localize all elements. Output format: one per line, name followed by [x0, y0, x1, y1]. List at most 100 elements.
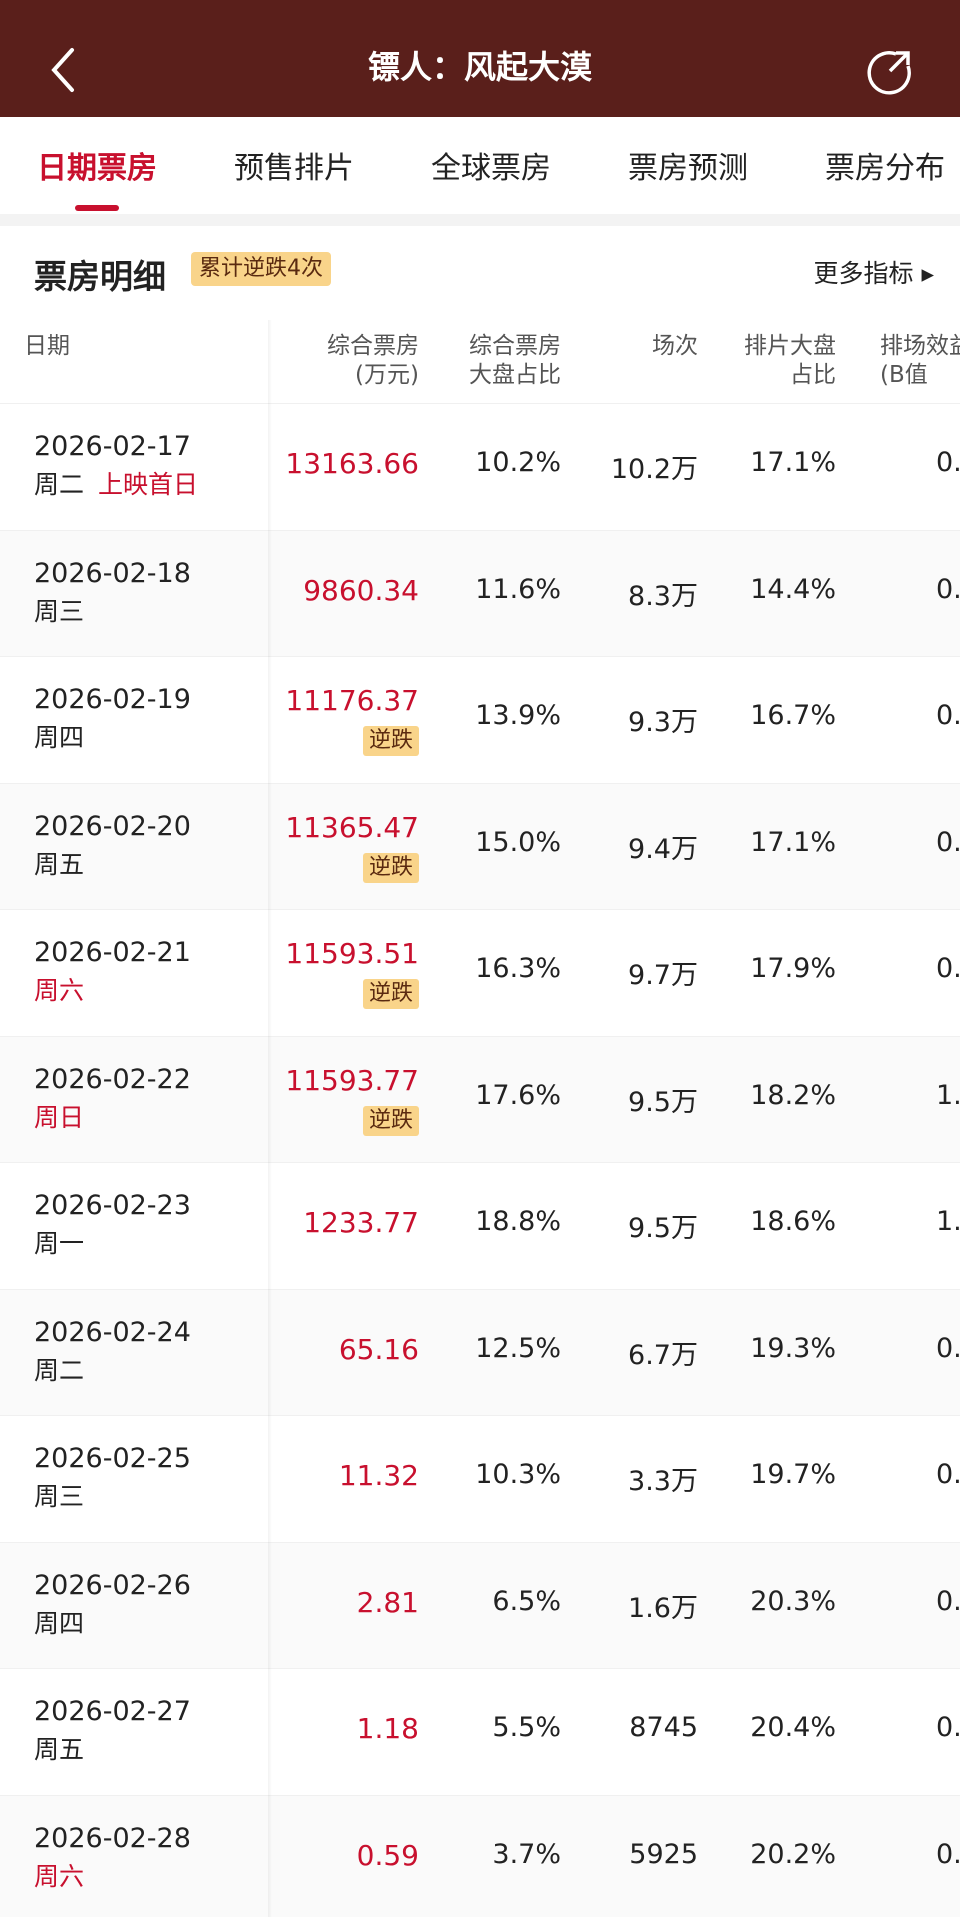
- b-value: 0.: [936, 1712, 960, 1743]
- row-bg: [0, 403, 960, 530]
- shows: 8745: [629, 1712, 698, 1743]
- row-bg: [0, 909, 960, 1036]
- column-header: 综合票房: [327, 333, 419, 359]
- date: 2026-02-26: [34, 1569, 191, 1601]
- box-office: 9860.34: [303, 573, 419, 607]
- box-office: 65.16: [338, 1332, 419, 1366]
- weekday: 周日: [34, 1102, 85, 1132]
- weekday: 周二: [34, 1355, 85, 1385]
- b-value: 0.: [936, 953, 960, 984]
- shows: 9.4万: [628, 833, 698, 865]
- row-bg: [0, 1415, 960, 1542]
- b-value: 1.: [936, 1206, 960, 1237]
- reverse-tag: 逆跌: [362, 1105, 419, 1136]
- share: 17.6%: [475, 1079, 561, 1111]
- tab[interactable]: 票房预测: [628, 151, 748, 186]
- back-button[interactable]: [48, 46, 78, 94]
- share: 16.3%: [475, 953, 561, 984]
- b-value: 0.: [936, 1838, 960, 1870]
- b-value: 0.: [936, 1459, 960, 1490]
- box-office: 11593.77: [285, 1063, 419, 1097]
- shows: 9.3万: [628, 707, 698, 738]
- date: 2026-02-25: [34, 1443, 191, 1474]
- separator: [0, 214, 960, 226]
- badge: 累计逆跌4次: [191, 252, 331, 286]
- reverse-tag: 逆跌: [362, 726, 419, 756]
- shows: 9.7万: [628, 960, 698, 991]
- row-bg: [0, 1035, 960, 1162]
- b-value: 0.: [936, 573, 960, 605]
- box-office: 13163.66: [285, 447, 419, 480]
- share: 15.0%: [475, 826, 561, 858]
- tab[interactable]: 票房分布: [825, 151, 945, 186]
- schedule-share: 16.7%: [750, 700, 836, 731]
- schedule-share: 17.1%: [750, 826, 836, 858]
- date: 2026-02-22: [34, 1063, 191, 1095]
- weekday: 周六: [34, 976, 85, 1005]
- shows: 5925: [629, 1838, 698, 1870]
- tab[interactable]: 全球票房: [431, 151, 551, 186]
- box-office: 11176.37: [285, 684, 419, 717]
- share: 6.5%: [492, 1585, 561, 1617]
- column-header: 综合票房: [469, 333, 561, 359]
- reverse-tag: 逆跌: [362, 852, 419, 883]
- date: 2026-02-20: [34, 810, 191, 842]
- date: 2026-02-24: [34, 1316, 191, 1348]
- box-office: 11.32: [338, 1459, 419, 1492]
- tab[interactable]: 预售排片: [234, 151, 354, 186]
- column-header: (万元): [355, 362, 419, 388]
- shows: 10.2万: [610, 454, 698, 485]
- column-header: 场次: [652, 333, 698, 359]
- tab-bar: 日期票房 预售排片 全球票房 票房预测 票房分布: [0, 117, 960, 214]
- column-header: 排场效益: [880, 333, 960, 359]
- schedule-share: 18.2%: [750, 1079, 836, 1111]
- column-header: 排片大盘: [744, 333, 836, 359]
- tab[interactable]: 日期票房: [37, 151, 157, 186]
- shows: 9.5万: [628, 1213, 698, 1244]
- more-link[interactable]: 更多指标 ▸: [813, 259, 935, 288]
- schedule-share: 19.7%: [750, 1459, 836, 1490]
- box-office: 1.18: [356, 1712, 419, 1745]
- weekday: 周三: [34, 596, 85, 626]
- schedule-share: 20.2%: [750, 1838, 836, 1870]
- column-header: 大盘占比: [469, 362, 561, 388]
- box-office: 2.81: [356, 1585, 419, 1619]
- weekday: 周三: [34, 1482, 85, 1511]
- shows: 6.7万: [628, 1339, 698, 1371]
- weekday: 周五: [34, 1735, 85, 1764]
- header-row-bg: [0, 320, 960, 402]
- row-bg: [0, 1288, 960, 1415]
- column-header: 占比: [790, 362, 836, 388]
- header: 镖人：风起大漠: [0, 0, 960, 117]
- shows: 1.6万: [628, 1592, 698, 1624]
- date: 2026-02-21: [34, 937, 191, 968]
- weekday: 周四: [34, 723, 85, 752]
- box-office: 11365.47: [285, 810, 419, 844]
- schedule-share: 14.4%: [750, 573, 836, 605]
- share: 10.2%: [475, 447, 561, 478]
- box-office: 1233.77: [303, 1206, 419, 1239]
- tab-indicator: [75, 205, 119, 211]
- schedule-share: 20.3%: [750, 1585, 836, 1617]
- date: 2026-02-17: [34, 431, 191, 462]
- shows: 8.3万: [628, 580, 698, 612]
- share: 5.5%: [492, 1712, 561, 1743]
- section-header: 票房明细 累计逆跌4次 更多指标 ▸: [0, 226, 960, 320]
- date: 2026-02-23: [34, 1190, 191, 1221]
- box-office: 11593.51: [285, 937, 419, 970]
- date-column-edge: [268, 320, 272, 1917]
- box-office: 0.59: [356, 1838, 419, 1872]
- b-value: 0.: [936, 447, 960, 478]
- share-button[interactable]: [866, 48, 914, 96]
- share: 10.3%: [475, 1459, 561, 1490]
- weekday: 周四: [34, 1608, 85, 1638]
- row-bg: [0, 656, 960, 783]
- schedule-share: 19.3%: [750, 1332, 836, 1364]
- column-header: (B值: [880, 362, 928, 388]
- weekday: 周一: [34, 1229, 85, 1258]
- schedule-share: 20.4%: [750, 1712, 836, 1743]
- column-header: 日期: [24, 333, 70, 359]
- share: 3.7%: [492, 1838, 561, 1870]
